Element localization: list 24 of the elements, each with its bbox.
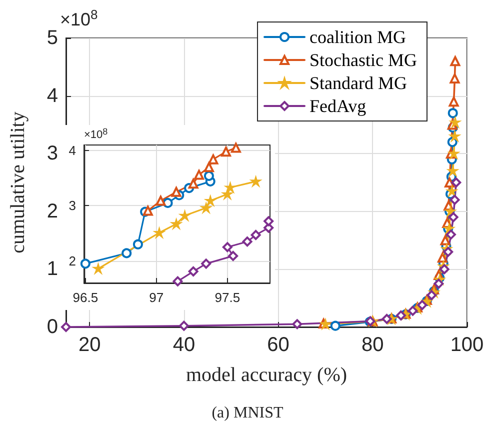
legend-label: FedAvg — [310, 96, 366, 116]
x-axis-title: model accuracy (%) — [186, 364, 348, 386]
y-tick-label: 3 — [46, 142, 58, 165]
y-tick-label: 1 — [46, 258, 58, 280]
x-tick-label: 20 — [78, 334, 101, 356]
text: (a) MNIST — [212, 404, 284, 422]
x-tick-label: 60 — [267, 334, 290, 356]
y-tick-label: 3 — [68, 198, 76, 214]
y-tick-label: 4 — [46, 84, 58, 107]
y-tick-label: 5 — [46, 27, 58, 49]
x-tick-label: 97 — [149, 290, 164, 305]
x-tick-label: 100 — [450, 334, 484, 356]
x-tick-label: 80 — [362, 334, 384, 356]
y-tick-label: 4 — [68, 143, 76, 158]
x-tick-label: 40 — [172, 334, 196, 356]
y-tick-label: 2 — [46, 200, 58, 222]
legend-label: coalition MG — [310, 27, 406, 47]
y-axis-title: cumulative utility — [7, 112, 29, 254]
x-tick-label: 97.5 — [214, 290, 240, 305]
y-tick-label: 2 — [68, 253, 76, 268]
legend-label: Standard MG — [310, 73, 408, 93]
y-tick-label: 0 — [46, 316, 58, 338]
legend-label: Stochastic MG — [310, 50, 418, 70]
x-tick-label: 96.5 — [72, 290, 98, 305]
